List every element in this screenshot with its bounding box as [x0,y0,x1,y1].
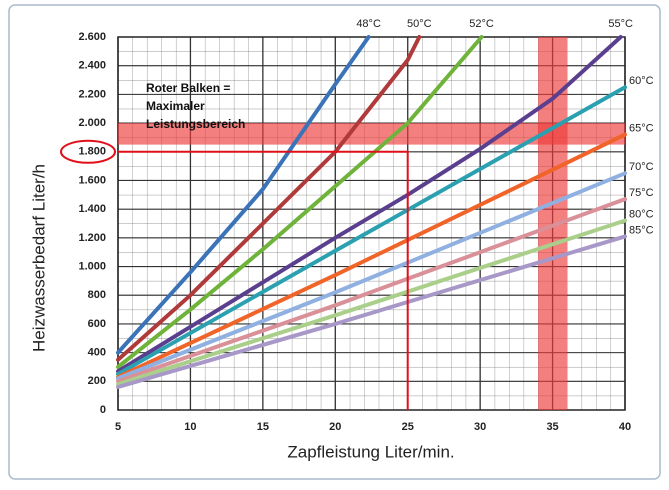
series-line [116,85,627,377]
y-tick-label: 1.400 [78,203,106,215]
y-tick-label: 800 [88,289,106,301]
series-label: 75°C [629,187,654,199]
marker-line [118,150,409,410]
plot-border [117,36,626,411]
y-axis-title: Heizwasserbedarf Liter/h [29,164,48,352]
series-line [116,132,627,379]
series-label: 70°C [629,161,654,173]
marker-ellipse [60,139,116,164]
series-line [116,171,627,381]
series-line [116,218,627,387]
series-label: 52°C [469,18,494,30]
series-line [116,35,484,369]
y-tick-label: 600 [88,318,106,330]
y-tick-label: 1.200 [78,232,106,244]
annotation: Maximaler [146,99,205,113]
y-tick-label: 2.600 [78,31,106,43]
y-tick-label: 400 [88,347,106,359]
series-label: 55°C [608,18,633,30]
annotation: Roter Balken = [146,81,230,95]
x-tick-label: 5 [115,421,121,433]
series-line [116,197,627,384]
y-tick-label: 0 [100,404,106,416]
series-line [116,35,623,374]
series-label: 60°C [629,75,654,87]
series-label: 48°C [356,18,381,30]
highlight-band [118,123,625,145]
y-tick-label: 200 [88,375,106,387]
series-line [116,234,627,389]
y-tick-label: 2.000 [78,117,106,129]
y-tick-label: 1.800 [78,146,106,158]
x-tick-label: 30 [474,421,486,433]
series-label: 85°C [629,224,654,236]
x-tick-label: 35 [546,421,558,433]
series-label: 50°C [407,18,432,30]
y-tick-label: 2.400 [78,60,106,72]
x-tick-label: 20 [329,421,341,433]
series-line [116,35,422,362]
x-axis-title: Zapfleistung Liter/min. [287,442,454,461]
series-line [116,35,371,355]
x-tick-label: 40 [619,421,631,433]
series-label: 80°C [629,209,654,221]
y-tick-label: 2.200 [78,88,106,100]
x-tick-label: 10 [184,421,196,433]
y-tick-label: 1.600 [78,174,106,186]
series-label: 65°C [629,122,654,134]
x-tick-label: 25 [402,421,414,433]
y-tick-label: 1.000 [78,260,106,272]
annotation: Leistungsbereich [146,117,245,131]
x-tick-label: 15 [257,421,269,433]
